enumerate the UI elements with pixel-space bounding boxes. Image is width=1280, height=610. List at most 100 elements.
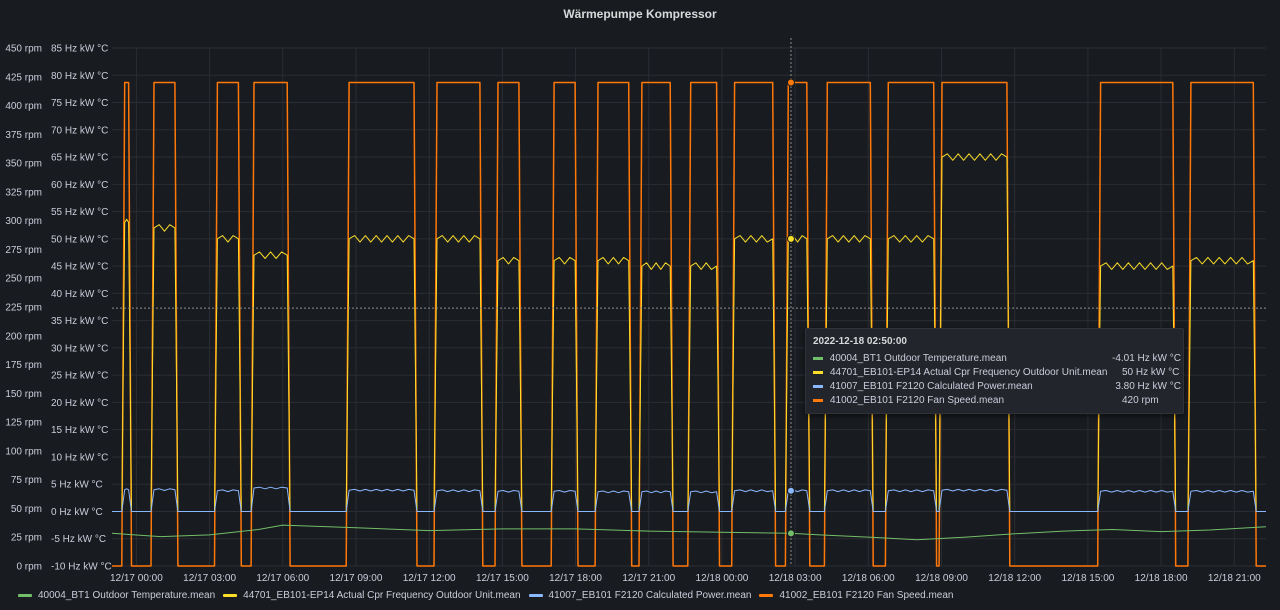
crosshair [112, 38, 1266, 566]
legend-label[interactable]: 44701_EB101-EP14 Actual Cpr Frequency Ou… [243, 589, 521, 601]
y-tick-label-left: 75 rpm [11, 475, 42, 486]
y-tick-label-right: 10 Hz kW °C [51, 452, 108, 463]
legend-item-calculated-power[interactable]: 41007_EB101 F2120 Calculated Power.mean [528, 587, 752, 603]
x-tick-label: 12/18 21:00 [1208, 573, 1261, 584]
x-tick-label: 12/18 00:00 [696, 573, 749, 584]
y-tick-label-left: 300 rpm [5, 216, 42, 227]
y-tick-label-right: 30 Hz kW °C [51, 343, 108, 354]
x-tick-label: 12/17 15:00 [476, 573, 529, 584]
y-tick-label-left: 100 rpm [5, 446, 42, 457]
legend-label[interactable]: 41002_EB101 F2120 Fan Speed.mean [779, 589, 954, 601]
y-tick-label-left: 150 rpm [5, 389, 42, 400]
y-axis-left: 0 rpm 25 rpm 50 rpm 75 rpm 100 rpm 125 rpm 150… [5, 44, 42, 573]
legend-swatch [759, 593, 774, 597]
y-tick-label-right: -10 Hz kW °C [51, 562, 112, 573]
legend-item-cpr-frequency[interactable]: 44701_EB101-EP14 Actual Cpr Frequency Ou… [223, 587, 521, 603]
legend-label[interactable]: 40004_BT1 Outdoor Temperature.mean [38, 589, 216, 601]
y-tick-label-right: 65 Hz kW °C [51, 153, 108, 164]
y-tick-label-left: 225 rpm [5, 303, 42, 314]
y-tick-label-left: 425 rpm [5, 72, 42, 83]
tooltip-swatch [813, 371, 823, 374]
legend-swatch [18, 593, 32, 597]
tooltip-series-name: 44701_EB101-EP14 Actual Cpr Frequency Ou… [830, 367, 1108, 378]
y-tick-label-left: 25 rpm [11, 533, 42, 544]
y-tick-label-right: 55 Hz kW °C [51, 207, 108, 218]
legend: 40004_BT1 Outdoor Temperature.mean 44701… [18, 587, 954, 603]
y-tick-label-right: 25 Hz kW °C [51, 371, 108, 382]
y-tick-label-left: 250 rpm [5, 274, 42, 285]
x-tick-label: 12/18 03:00 [769, 573, 822, 584]
y-tick-label-left: 450 rpm [5, 44, 42, 55]
y-axis-right: -10 Hz kW °C -5 Hz kW °C 0 Hz kW °C 5 Hz kW… [51, 44, 112, 573]
y-tick-label-right: 5 Hz kW °C [51, 480, 103, 491]
y-tick-label-left: 350 rpm [5, 159, 42, 170]
x-tick-label: 12/17 18:00 [549, 573, 602, 584]
y-tick-label-right: 50 Hz kW °C [51, 234, 108, 245]
series-line-outdoor-temperature [111, 524, 1267, 541]
y-tick-label-right: 75 Hz kW °C [51, 98, 108, 109]
tooltip-series-name: 41007_EB101 F2120 Calculated Power.mean [829, 381, 1033, 392]
legend-swatch [223, 593, 238, 597]
tooltip-swatch [813, 399, 823, 402]
y-tick-label-left: 125 rpm [5, 418, 42, 429]
y-tick-label-right: 15 Hz kW °C [51, 425, 108, 436]
legend-item-outdoor-temperature[interactable]: 40004_BT1 Outdoor Temperature.mean [18, 587, 215, 603]
x-tick-label: 12/18 15:00 [1061, 573, 1114, 584]
x-tick-label: 12/18 09:00 [915, 573, 968, 584]
y-tick-label-right: 60 Hz kW °C [51, 180, 108, 191]
tooltip-row: 40004_BT1 Outdoor Temperature.mean -4.01… [813, 352, 1181, 365]
legend-item-fan-speed[interactable]: 41002_EB101 F2120 Fan Speed.mean [759, 587, 954, 603]
x-tick-label: 12/17 09:00 [330, 573, 383, 584]
y-tick-label-right: 85 Hz kW °C [51, 44, 108, 55]
tooltip-series-value: 420 rpm [1122, 395, 1159, 406]
tooltip-swatch [813, 357, 823, 360]
y-tick-label-left: 400 rpm [5, 101, 42, 112]
tooltip-time: 2022-12-18 02:50:00 [813, 336, 907, 347]
x-tick-label: 12/17 21:00 [622, 573, 675, 584]
panel-title: Wärmepumpe Kompressor [563, 7, 717, 21]
series-line-fan-speed [112, 81, 1266, 567]
y-tick-label-left: 275 rpm [5, 245, 42, 256]
x-tick-label: 12/18 06:00 [842, 573, 895, 584]
timeseries-chart[interactable]: 0 rpm 25 rpm 50 rpm 75 rpm 100 rpm 125 rpm 150… [0, 0, 1280, 585]
tooltip-row: 44701_EB101-EP14 Actual Cpr Frequency Ou… [813, 366, 1181, 379]
tooltip-series-name: 40004_BT1 Outdoor Temperature.mean [829, 353, 1007, 364]
y-tick-label-left: 375 rpm [5, 130, 42, 141]
y-tick-label-right: 0 Hz kW °C [51, 507, 103, 518]
x-tick-label: 12/18 18:00 [1135, 573, 1188, 584]
hover-point-calculated-power [786, 486, 795, 495]
tooltip-series-value: 50 Hz kW °C [1122, 367, 1180, 378]
y-tick-label-right: 35 Hz kW °C [51, 316, 108, 327]
x-tick-label: 12/18 12:00 [988, 573, 1041, 584]
hover-point-cpr-frequency [786, 234, 795, 243]
x-tick-label: 12/17 06:00 [256, 573, 309, 584]
x-tick-label: 12/17 03:00 [183, 573, 236, 584]
y-tick-label-left: 200 rpm [5, 331, 42, 342]
hover-tooltip: 2022-12-18 02:50:00 40004_BT1 Outdoor Te… [805, 328, 1184, 414]
y-tick-label-left: 0 rpm [16, 562, 42, 573]
x-axis: 12/17 00:00 12/17 03:00 12/17 06:00 12/17 0… [110, 573, 1261, 584]
y-tick-label-left: 175 rpm [5, 360, 42, 371]
tooltip-series-value: 3.80 Hz kW °C [1115, 381, 1181, 392]
hover-point-fan-speed [786, 78, 795, 87]
series-lines [111, 81, 1267, 567]
y-tick-label-right: 80 Hz kW °C [51, 71, 108, 82]
legend-label[interactable]: 41007_EB101 F2120 Calculated Power.mean [548, 589, 752, 601]
y-tick-label-right: 70 Hz kW °C [51, 125, 108, 136]
series-line-cpr-frequency [112, 153, 1266, 512]
series-line-calculated-power [112, 486, 1266, 512]
tooltip-row: 41002_EB101 F2120 Fan Speed.mean 420 rpm [813, 394, 1181, 407]
x-tick-label: 12/17 12:00 [403, 573, 456, 584]
y-tick-label-right: 20 Hz kW °C [51, 398, 108, 409]
tooltip-series-name: 41002_EB101 F2120 Fan Speed.mean [830, 395, 1005, 406]
tooltip-swatch [813, 385, 823, 388]
tooltip-series-value: -4.01 Hz kW °C [1111, 353, 1181, 364]
y-tick-label-right: -5 Hz kW °C [51, 534, 106, 545]
y-tick-label-left: 50 rpm [11, 504, 42, 515]
legend-swatch [528, 593, 543, 597]
tooltip-row: 41007_EB101 F2120 Calculated Power.mean … [813, 380, 1181, 393]
x-tick-label: 12/17 00:00 [110, 573, 163, 584]
y-tick-label-right: 40 Hz kW °C [51, 289, 108, 300]
y-tick-label-right: 45 Hz kW °C [51, 262, 108, 273]
